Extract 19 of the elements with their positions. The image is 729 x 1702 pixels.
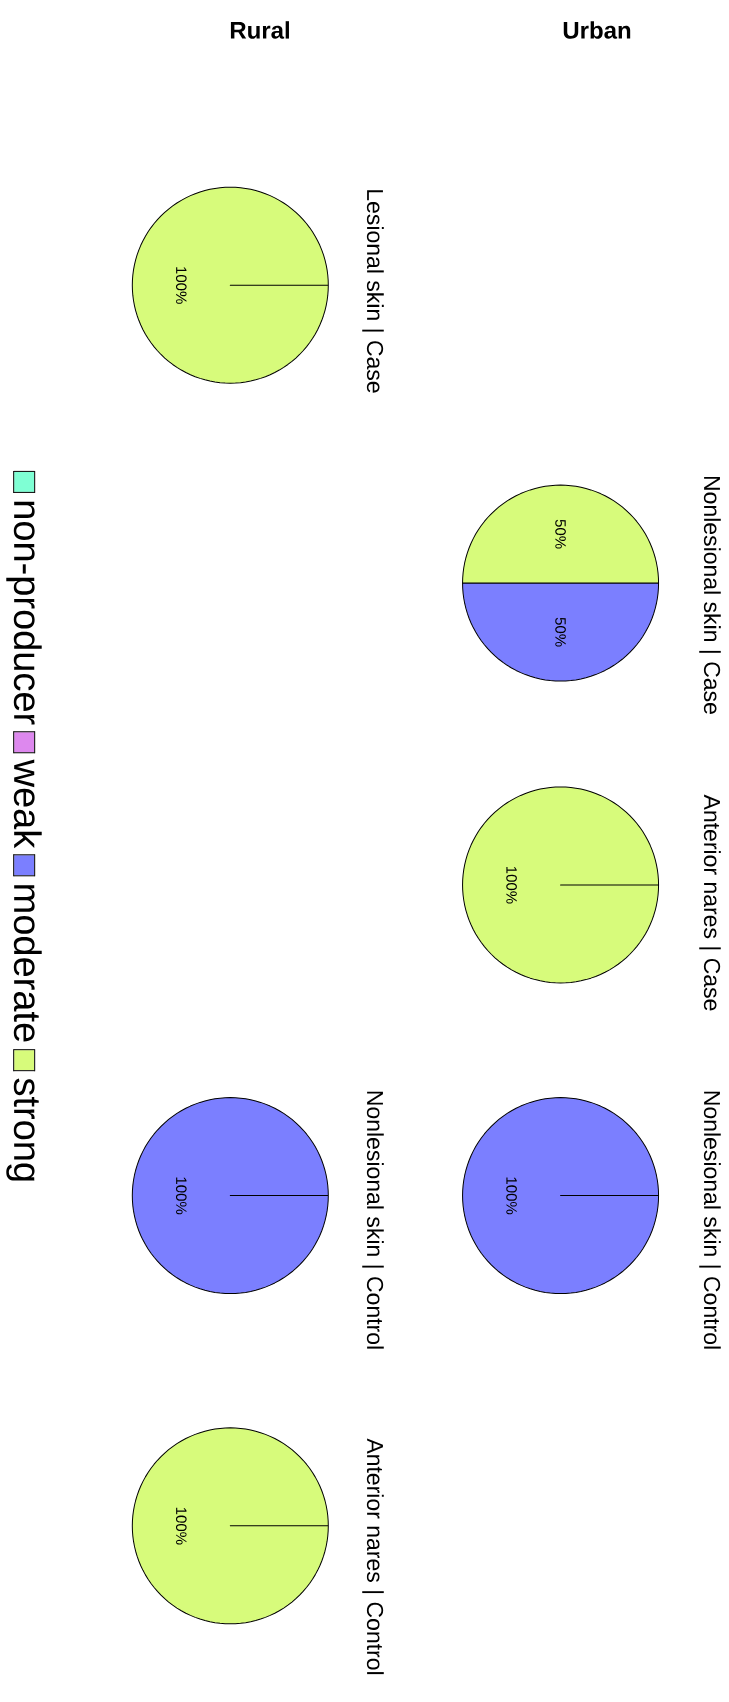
text: Nonlesional skin | Control: [699, 1091, 721, 1349]
data-label: 50%: [555, 519, 566, 549]
legend-label: moderate: [13, 885, 42, 1042]
text: Anterior nares | Control: [362, 1438, 384, 1675]
legend-label: non-producer: [6, 501, 42, 725]
legend-label: weak: [13, 759, 42, 849]
data-label: 100%: [176, 267, 187, 304]
text: Urban: [563, 21, 631, 39]
text: Lesional skin | Case: [362, 190, 384, 393]
data-label: 100%: [506, 866, 517, 904]
text: Nonlesional skin | Case: [699, 476, 721, 714]
data-label: 100%: [506, 1177, 517, 1215]
data-label: 100%: [176, 1507, 187, 1545]
data-label: 100%: [176, 1177, 187, 1215]
legend-label: strong: [6, 1078, 39, 1181]
data-label: 50%: [555, 617, 566, 647]
text: Rural: [230, 21, 289, 39]
text: Nonlesional skin | Control: [362, 1091, 384, 1349]
text: Anterior nares | Case: [699, 794, 721, 1011]
